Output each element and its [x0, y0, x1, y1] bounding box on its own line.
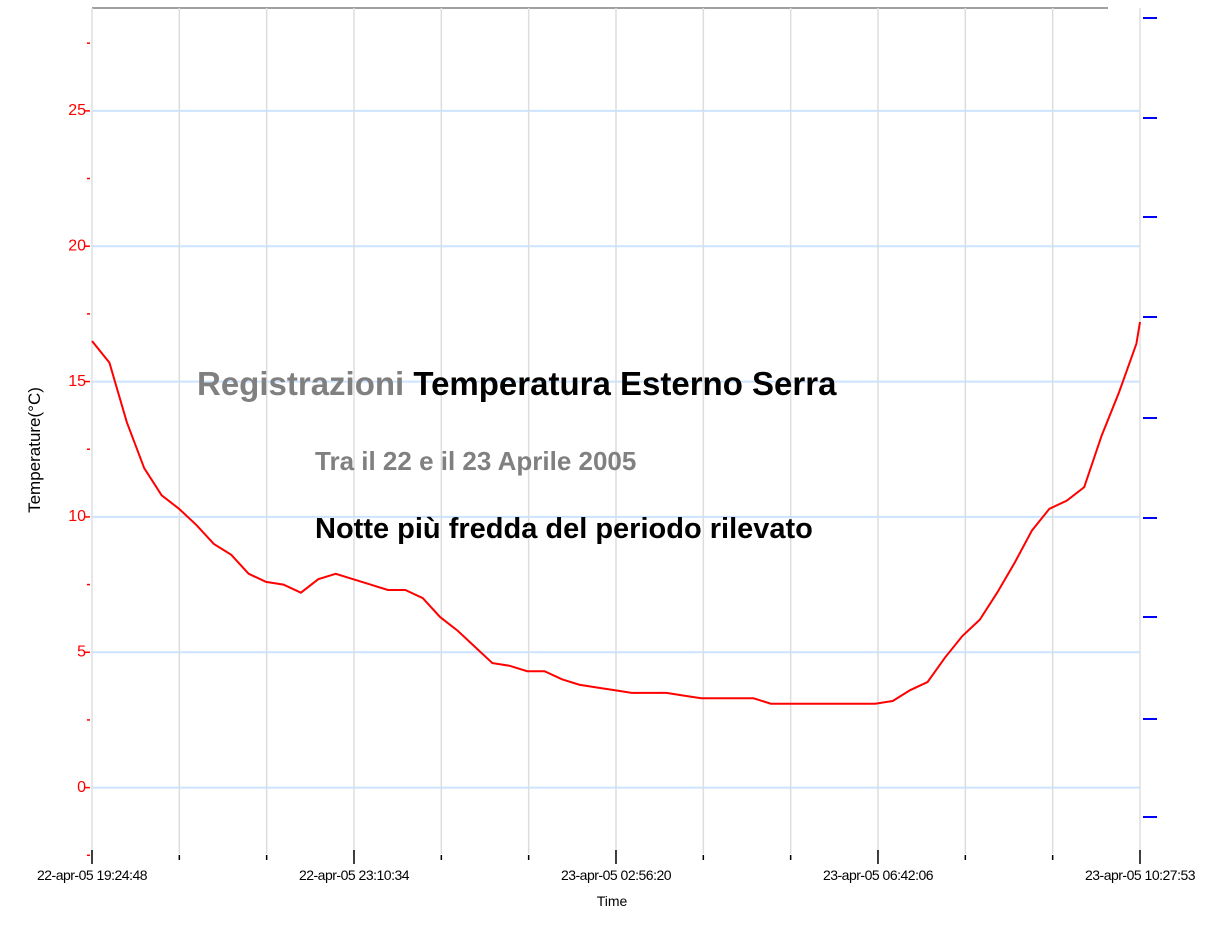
- title-part: Temperatura Esterno Serra: [413, 365, 837, 402]
- y-tick-label: 10: [68, 508, 86, 525]
- y-tick-label: 25: [68, 102, 86, 119]
- x-tick-label: 22-apr-05 19:24:48: [37, 867, 148, 883]
- annotation: Notte più fredda del periodo rilevato: [315, 513, 813, 545]
- y-tick-label: 0: [77, 779, 86, 796]
- subtitle: Tra il 22 e il 23 Aprile 2005: [315, 446, 636, 476]
- x-tick-label: 23-apr-05 02:56:20: [561, 867, 672, 883]
- x-axis-label: Time: [597, 893, 628, 909]
- y-axis-label: Temperature(°C): [25, 387, 44, 513]
- grid: [91, 8, 1141, 854]
- title-part: Registrazioni: [197, 365, 404, 402]
- y-tick-label: 20: [68, 237, 86, 254]
- temperature-line: [91, 321, 1141, 705]
- y-tick-label: 5: [77, 643, 86, 660]
- x-tick-label: 22-apr-05 23:10:34: [299, 867, 410, 883]
- x-tick-label: 23-apr-05 10:27:53: [1085, 867, 1196, 883]
- y-tick-label: 15: [68, 373, 86, 390]
- x-tick-label: 23-apr-05 06:42:06: [823, 867, 934, 883]
- chart-title: Registrazioni Temperatura Esterno Serra: [197, 365, 837, 402]
- right-axis-ticks: [1143, 17, 1157, 818]
